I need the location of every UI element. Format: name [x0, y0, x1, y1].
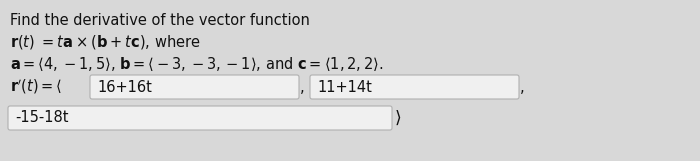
FancyBboxPatch shape: [310, 75, 519, 99]
Text: $\mathbf{a} = \langle 4,-1,5\rangle$, $\mathbf{b} = \langle -3,-3,-1\rangle$, an: $\mathbf{a} = \langle 4,-1,5\rangle$, $\…: [10, 55, 384, 73]
Text: $\mathbf{r}'(t) = \langle$: $\mathbf{r}'(t) = \langle$: [10, 77, 62, 96]
Text: ,: ,: [300, 80, 304, 95]
Text: 11+14t: 11+14t: [317, 80, 372, 95]
FancyBboxPatch shape: [90, 75, 299, 99]
Text: Find the derivative of the vector function: Find the derivative of the vector functi…: [10, 13, 310, 28]
Text: -15-18t: -15-18t: [15, 110, 69, 126]
FancyBboxPatch shape: [8, 106, 392, 130]
Text: ,: ,: [520, 80, 524, 95]
Text: 16+16t: 16+16t: [97, 80, 152, 95]
Text: ⟩: ⟩: [395, 109, 402, 127]
Text: $\mathbf{r}(t)$ $= t\mathbf{a} \times (\mathbf{b} + t\mathbf{c})$, where: $\mathbf{r}(t)$ $= t\mathbf{a} \times (\…: [10, 33, 201, 51]
